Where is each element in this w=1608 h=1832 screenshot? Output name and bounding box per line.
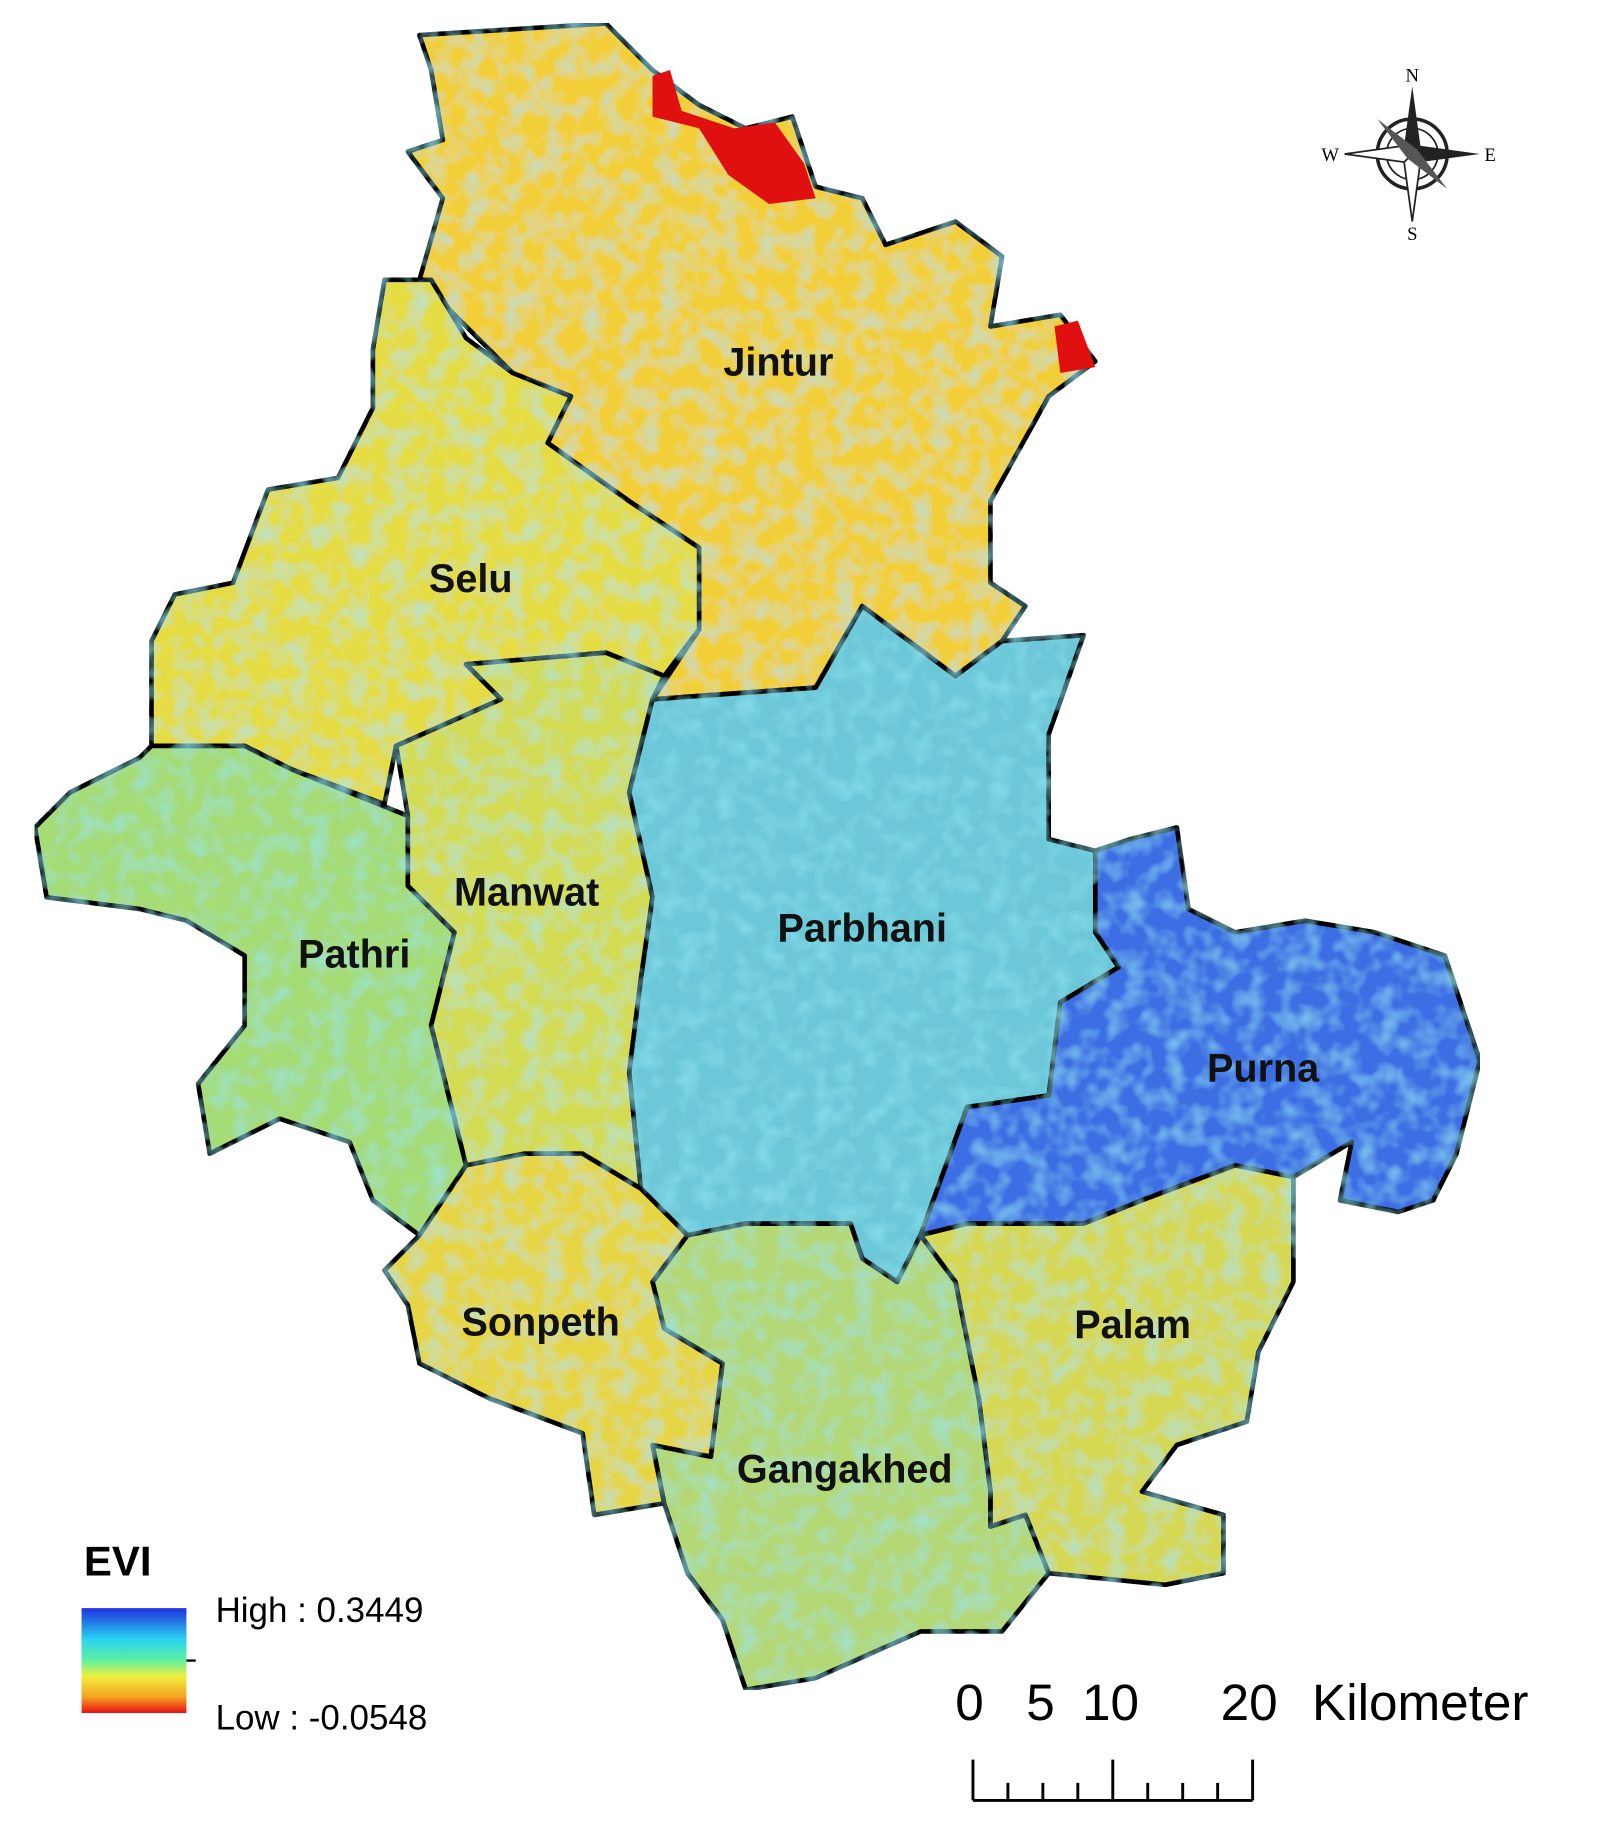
district-map (32, 21, 1483, 1693)
scale-label: 5 (1026, 1674, 1055, 1731)
district-label: Palam (1074, 1303, 1191, 1347)
district-label: Manwat (454, 871, 599, 915)
legend-low: Low : -0.0548 (216, 1698, 428, 1737)
district-label: Purna (1207, 1046, 1320, 1090)
district-label: Gangakhed (737, 1447, 953, 1491)
compass-n: N (1406, 66, 1420, 87)
scale-label: 20 (1221, 1674, 1278, 1731)
district-label: Pathri (298, 932, 410, 976)
compass-point (1404, 86, 1421, 154)
district (405, 21, 1098, 702)
legend: EVI High : 0.3449 Low : -0.0548 (81, 1538, 428, 1737)
region-labels: Jintur Selu Pathri Manwat Parbhani Purna Palam… (298, 340, 1320, 1491)
scale-label: 0 (955, 1674, 984, 1731)
compass-s: S (1407, 224, 1417, 245)
scale-line (971, 1759, 1255, 1802)
scale-bar: 0 5 10 20 Kilometer (955, 1674, 1529, 1802)
district-label: Parbhani (778, 907, 947, 951)
legend-high: High : 0.3449 (216, 1591, 424, 1630)
compass-point (1412, 145, 1480, 163)
district (382, 1151, 725, 1518)
scale-unit: Kilometer (1312, 1674, 1528, 1731)
compass-w: W (1321, 145, 1339, 166)
compass-e: E (1484, 145, 1495, 166)
low-evi-patch (1054, 320, 1096, 374)
legend-colorbar (81, 1608, 187, 1714)
legend-title: EVI (84, 1538, 152, 1585)
low-evi-patch (652, 70, 816, 205)
district-label: Jintur (723, 340, 833, 384)
district-label: Selu (429, 557, 513, 601)
district (918, 825, 1483, 1238)
scale-label: 10 (1082, 1674, 1139, 1731)
district (32, 743, 469, 1238)
compass-point (1377, 118, 1448, 189)
district-label: Sonpeth (461, 1300, 619, 1344)
compass: N S E W (1321, 66, 1496, 245)
